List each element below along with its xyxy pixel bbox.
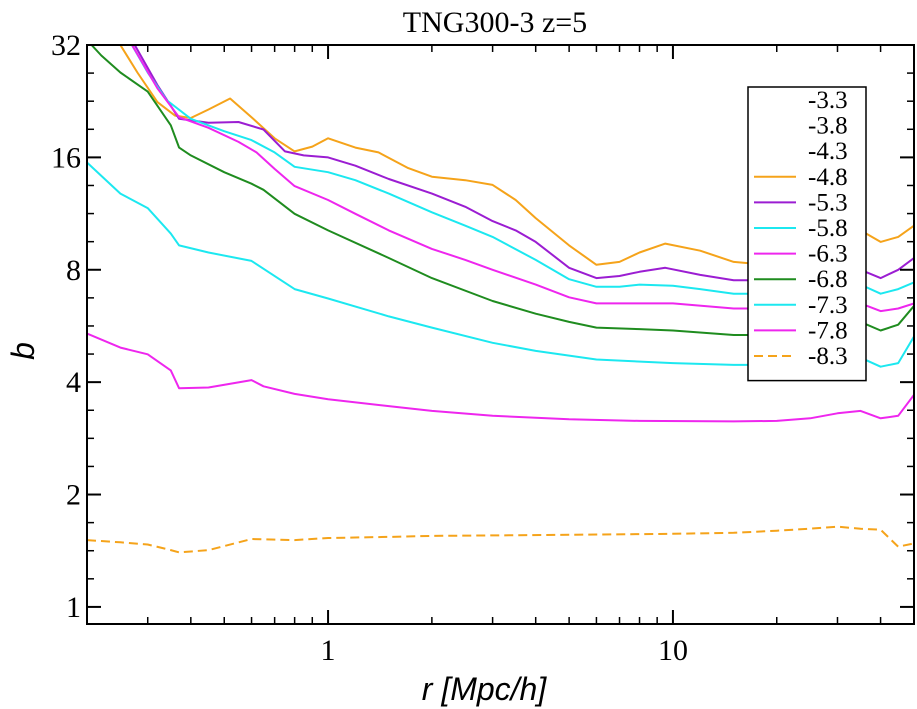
series-line-10 [87, 525, 914, 554]
y-tick-label: 1 [66, 591, 81, 624]
legend-label-2: -4.3 [808, 138, 848, 165]
legend-label-5: -5.8 [808, 215, 848, 242]
x-tick-label: 1 [321, 634, 336, 667]
y-tick-label: 16 [51, 141, 81, 174]
y-tick-label: 8 [66, 254, 81, 287]
legend-label-3: -4.8 [808, 164, 848, 191]
axes: 1 2 4 8 16 32 1 10 [51, 29, 915, 667]
legend-label-8: -7.3 [808, 292, 848, 319]
legend-label-10: -8.3 [808, 343, 848, 370]
chart-title: TNG300-3 z=5 [403, 6, 587, 39]
y-tick-label: 2 [66, 479, 81, 512]
legend-label-7: -6.8 [808, 266, 848, 293]
y-tick-label: 32 [51, 29, 81, 62]
plot-lines [87, 45, 914, 554]
plot-frame [86, 44, 915, 625]
x-tick-label: 10 [658, 634, 688, 667]
legend: -3.3-3.8-4.3-4.8-5.3-5.8-6.3-6.8-7.3-7.8… [747, 86, 867, 382]
legend-box [747, 86, 867, 382]
y-axis-label: b [5, 342, 41, 360]
x-axis-label: r [Mpc/h] [422, 671, 548, 707]
legend-label-1: -3.8 [808, 113, 848, 140]
series-line-9 [87, 332, 914, 423]
y-tick-label: 4 [66, 366, 81, 399]
legend-label-6: -6.3 [808, 241, 848, 268]
legend-label-9: -7.8 [808, 317, 848, 344]
legend-label-4: -5.3 [808, 189, 848, 216]
legend-label-0: -3.3 [808, 87, 848, 114]
